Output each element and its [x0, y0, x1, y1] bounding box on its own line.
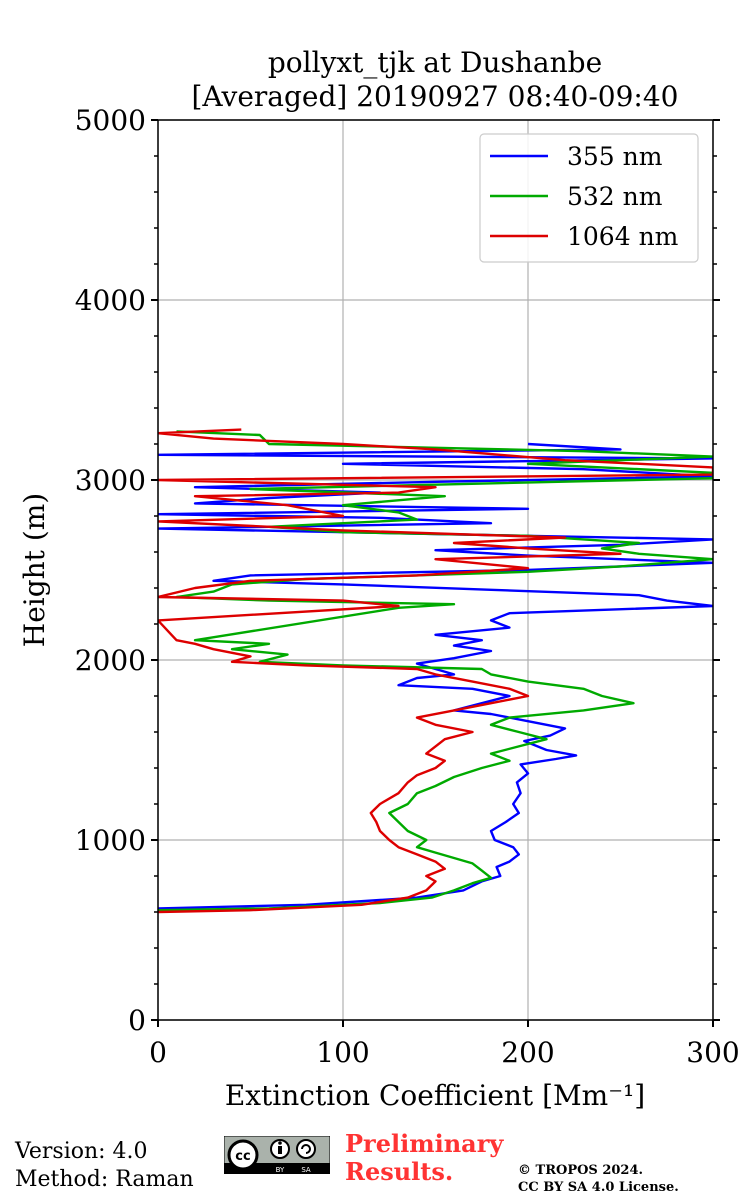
version-text: Version: 4.0 [15, 1139, 148, 1164]
axes-layer [157, 119, 714, 1021]
legend-label-1: 355 nm [567, 142, 663, 171]
y-tick-label: 1000 [75, 824, 146, 857]
legend-label-3: 1064 nm [567, 222, 679, 251]
x-axis-label: Extinction Coefficient [Mm⁻¹] [225, 1079, 645, 1112]
y-tick-label: 2000 [75, 644, 146, 677]
legend: 355 nm 532 nm 1064 nm [479, 133, 699, 263]
cc-by-sa-icon: cc BY SA [224, 1136, 330, 1174]
series-line-1 [158, 442, 713, 910]
method-text: Method: Raman [15, 1167, 194, 1192]
copyright-text: © TROPOS 2024. [518, 1163, 644, 1178]
y-tick-label: 4000 [75, 284, 146, 317]
x-tick-label: 200 [501, 1036, 554, 1069]
legend-label-2: 532 nm [567, 182, 663, 211]
y-tick-label: 0 [128, 1004, 146, 1037]
svg-text:BY: BY [276, 1166, 285, 1174]
series-layer [158, 428, 713, 914]
license-text: CC BY SA 4.0 License. [518, 1180, 679, 1195]
x-tick-label: 0 [149, 1036, 167, 1069]
chart-subtitle: [Averaged] 20190927 08:40-09:40 [192, 80, 679, 113]
plot-frame [157, 119, 714, 1021]
svg-text:cc: cc [235, 1149, 250, 1164]
chart-title: pollyxt_tjk at Dushanbe [268, 46, 602, 79]
y-axis-label: Height (m) [18, 493, 51, 647]
series-line-2 [158, 430, 713, 912]
series-line-3 [158, 428, 713, 914]
x-tick-label: 100 [316, 1036, 369, 1069]
x-tick-label: 300 [686, 1036, 739, 1069]
preliminary-label: Preliminary [345, 1129, 504, 1158]
y-tick-label: 5000 [75, 104, 146, 137]
y-tick-label: 3000 [75, 464, 146, 497]
legend-box [479, 133, 699, 263]
svg-text:SA: SA [301, 1166, 311, 1174]
preliminary-label-2: Results. [345, 1157, 454, 1186]
